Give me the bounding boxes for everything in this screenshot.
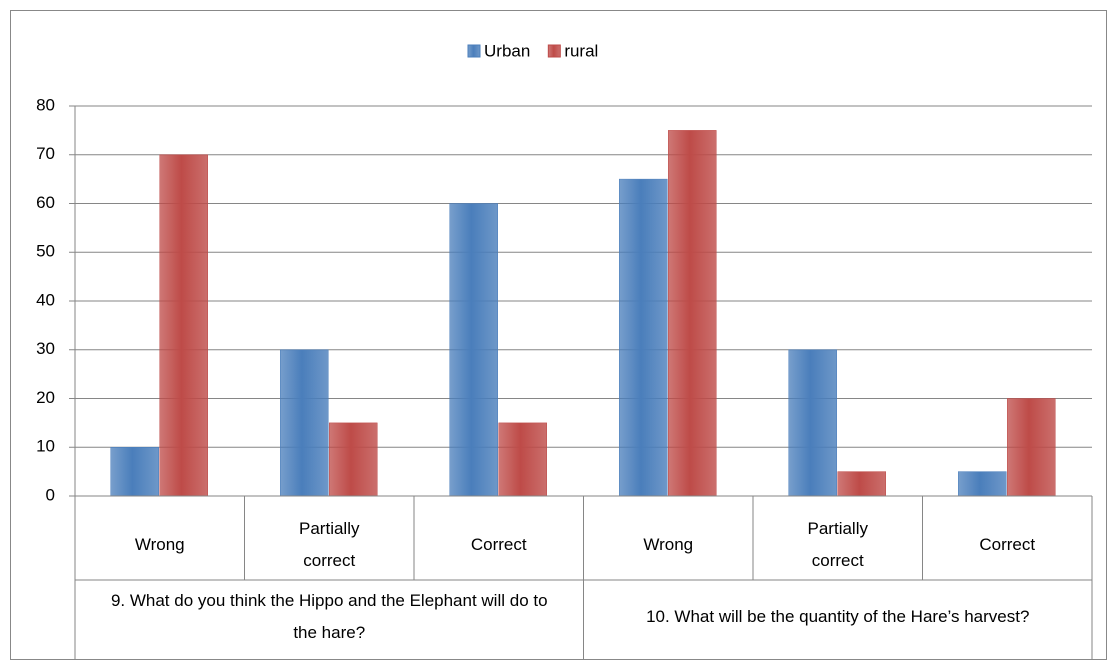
group-label: 9. What do you think the Hippo and the E…: [111, 591, 548, 642]
bar: [449, 203, 498, 497]
y-tick-label: 40: [36, 290, 55, 309]
legend-label: rural: [564, 41, 598, 60]
y-tick-label: 20: [36, 388, 55, 407]
legend-swatch: [467, 44, 481, 58]
bar: [110, 447, 159, 497]
x-tick-label: Correct: [979, 535, 1035, 554]
x-tick-label: Correct: [471, 535, 527, 554]
bar: [329, 422, 378, 497]
y-tick-label: 80: [36, 95, 55, 114]
y-tick-label: 50: [36, 242, 55, 261]
bar: [788, 349, 837, 497]
y-tick-label: 30: [36, 339, 55, 358]
y-tick-label: 0: [46, 485, 55, 504]
legend-swatch: [547, 44, 561, 58]
x-tick-label: Wrong: [643, 535, 693, 554]
y-tick-label: 60: [36, 193, 55, 212]
bar: [498, 422, 547, 497]
x-tick-label: Partially correct: [808, 519, 869, 570]
bar: [668, 130, 717, 497]
bar: [837, 471, 886, 497]
group-label: 10. What will be the quantity of the Har…: [646, 607, 1029, 626]
x-tick-label: Wrong: [135, 535, 185, 554]
bar: [1007, 398, 1056, 497]
bar: [958, 471, 1007, 497]
y-tick-label: 70: [36, 144, 55, 163]
bar: [619, 178, 668, 497]
legend-label: Urban: [484, 41, 530, 60]
y-tick-label: 10: [36, 437, 55, 456]
x-tick-label: Partially correct: [299, 519, 360, 570]
bar: [280, 349, 329, 497]
bar: [159, 154, 208, 497]
